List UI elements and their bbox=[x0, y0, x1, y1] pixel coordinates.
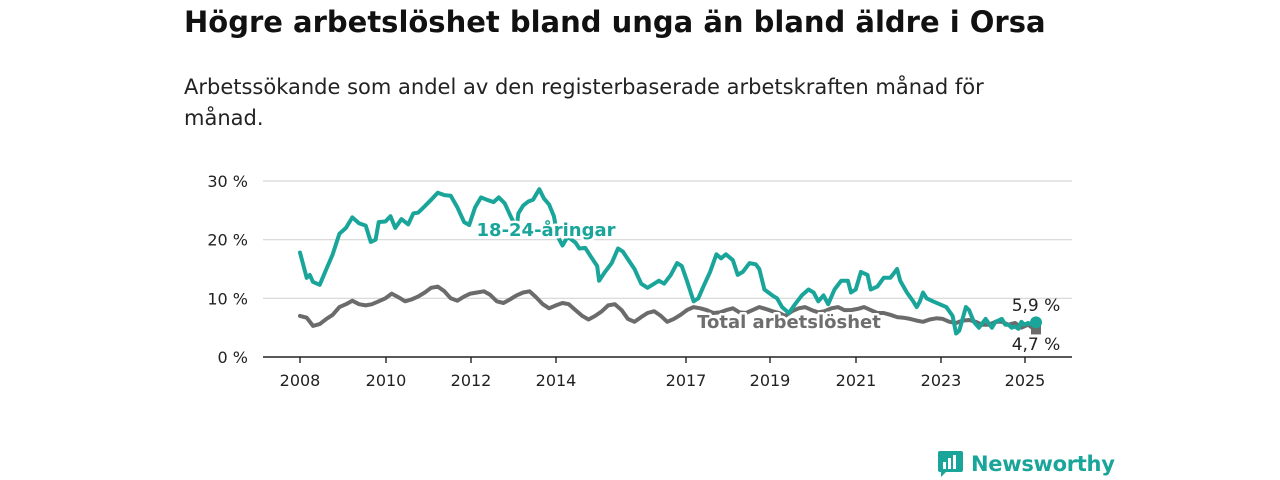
y-tick-label: 10 % bbox=[207, 289, 248, 308]
chart-title: Högre arbetslöshet bland unga än bland ä… bbox=[184, 5, 1046, 39]
y-tick-label: 20 % bbox=[207, 231, 248, 250]
end-value-total: 4,7 % bbox=[1012, 335, 1061, 355]
end-marker-18-24 bbox=[1030, 316, 1042, 329]
x-tick-label: 2014 bbox=[536, 371, 577, 390]
series-label-18-24: 18-24-åringar bbox=[477, 219, 616, 241]
y-tick-label: 30 % bbox=[207, 172, 248, 191]
end-marker-total bbox=[1031, 324, 1041, 335]
y-tick-label: 0 % bbox=[218, 348, 248, 367]
x-tick-label: 2023 bbox=[921, 371, 962, 390]
x-tick-label: 2019 bbox=[750, 371, 791, 390]
newsworthy-brand: Newsworthy bbox=[937, 448, 1115, 480]
brand-name: Newsworthy bbox=[971, 452, 1115, 476]
series-label-total: Total arbetslöshet bbox=[697, 312, 881, 333]
newsworthy-logo-icon bbox=[938, 451, 963, 477]
x-tick-label: 2021 bbox=[836, 371, 877, 390]
x-tick-label: 2017 bbox=[666, 371, 707, 390]
x-tick-label: 2010 bbox=[366, 371, 407, 390]
x-tick-label: 2012 bbox=[451, 371, 492, 390]
x-tick-label: 2025 bbox=[1005, 371, 1046, 390]
x-tick-label: 2008 bbox=[280, 371, 321, 390]
series-line-18-24 bbox=[298, 187, 1038, 336]
end-value-18-24: 5,9 % bbox=[1012, 296, 1061, 316]
chart-subtitle: Arbetssökande som andel av den registerb… bbox=[184, 75, 984, 130]
series-line-total bbox=[298, 284, 1038, 332]
